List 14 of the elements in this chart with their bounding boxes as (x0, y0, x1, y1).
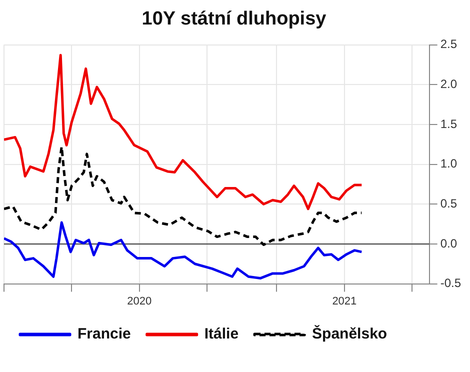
y-tick-label: 0.5 (440, 196, 458, 210)
y-tick-label: 2.5 (440, 37, 458, 52)
x-tick-label: 2021 (332, 295, 357, 308)
x-tick-label: 2020 (127, 295, 152, 308)
line-series (4, 146, 363, 246)
legend-label: Itálie (204, 326, 239, 343)
y-tick-label: 1.0 (440, 156, 458, 171)
legend-label: Francie (78, 326, 131, 343)
y-tick-label: 0.0 (440, 236, 458, 250)
y-tick-label: 1.5 (440, 116, 458, 131)
legend-label: Španělsko (312, 324, 388, 343)
y-tick-label: -0.5 (440, 276, 462, 290)
y-tick-label: 2.0 (440, 76, 458, 91)
chart-title: 10Y státní dluhopisy (142, 8, 327, 30)
